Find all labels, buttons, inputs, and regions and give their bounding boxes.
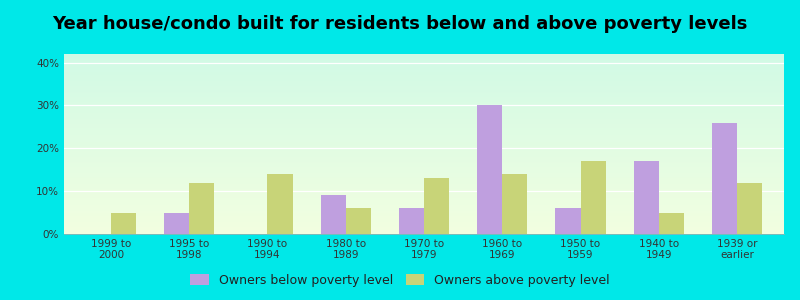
Text: Year house/condo built for residents below and above poverty levels: Year house/condo built for residents bel… (52, 15, 748, 33)
Bar (658, 213, 684, 234)
Bar (424, 178, 449, 234)
Bar (111, 213, 136, 234)
Bar (164, 213, 190, 234)
Bar (478, 105, 502, 234)
Bar (321, 195, 346, 234)
Bar (190, 183, 214, 234)
Bar (346, 208, 370, 234)
Bar (737, 183, 762, 234)
Bar (712, 123, 737, 234)
Bar (399, 208, 424, 234)
Bar (502, 174, 527, 234)
Bar (267, 174, 293, 234)
Bar (555, 208, 581, 234)
Bar (581, 161, 606, 234)
Legend: Owners below poverty level, Owners above poverty level: Owners below poverty level, Owners above… (186, 270, 614, 291)
Bar (634, 161, 658, 234)
